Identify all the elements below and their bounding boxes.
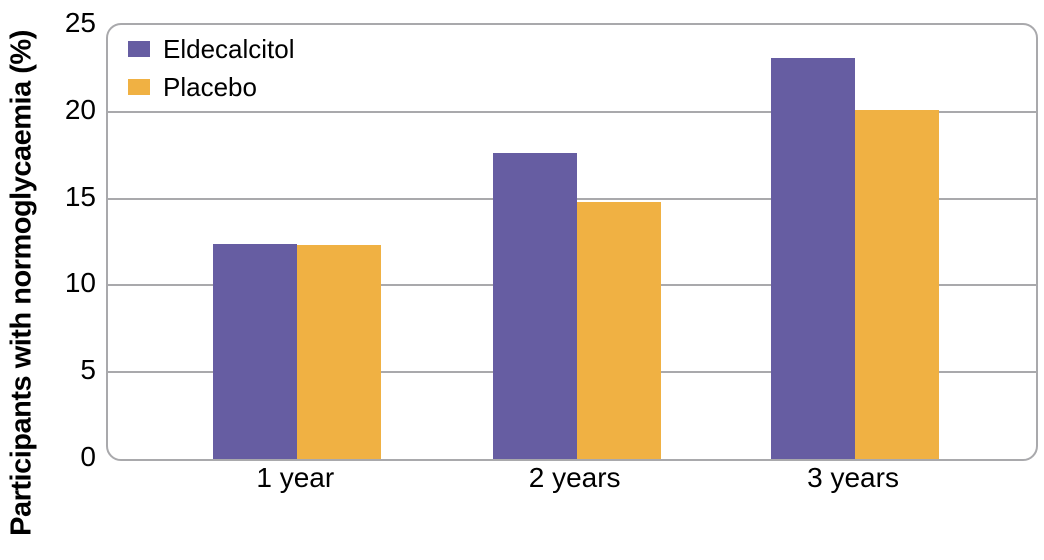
x-tick-label-1-year: 1 year [256,462,335,493]
bar-placebo-3-years [855,110,940,459]
legend-item-eldecalcitol: Eldecalcitol [128,35,295,63]
x-tick-label-3-years: 3 years [807,462,899,493]
y-tick-label-20: 20 [64,93,96,125]
y-tick-label-25: 25 [64,7,96,38]
legend-swatch-placebo [128,79,150,95]
legend-item-placebo: Placebo [128,73,295,101]
y-tick-label-0: 0 [80,441,96,472]
gridline-y-20 [108,110,1036,113]
bar-eldecalcitol-2-years [492,153,577,459]
legend-label-eldecalcitol: Eldecalcitol [163,34,295,64]
legend-swatch-eldecalcitol [128,41,150,57]
y-tick-label-10: 10 [64,267,96,299]
legend: Eldecalcitol Placebo [128,35,295,111]
y-tick-label-15: 15 [64,180,96,212]
y-tick-label-5: 5 [80,354,96,386]
bar-eldecalcitol-1-year [213,243,298,459]
bar-placebo-2-years [576,202,661,459]
legend-label-placebo: Placebo [163,72,257,102]
x-tick-label-2-years: 2 years [528,462,621,493]
bar-eldecalcitol-3-years [771,57,856,459]
bar-placebo-1-year [297,245,382,459]
plot-area: Eldecalcitol Placebo [106,23,1038,461]
